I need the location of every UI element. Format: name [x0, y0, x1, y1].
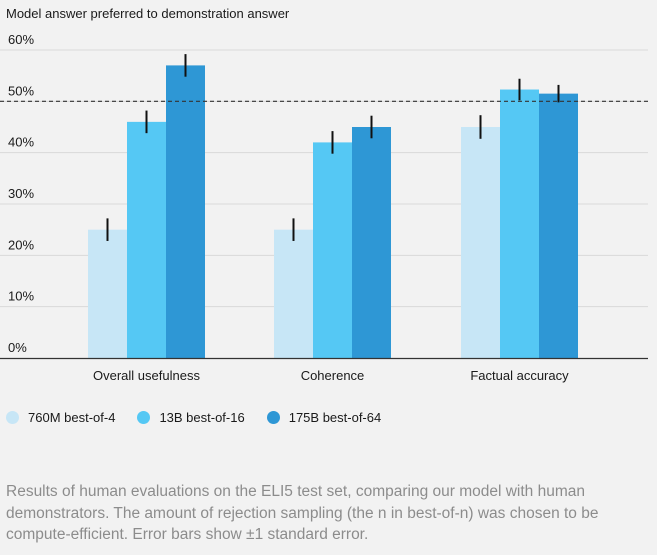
bar-chart-svg: Model answer preferred to demonstration … [0, 6, 648, 383]
y-tick-label: 50% [8, 83, 34, 98]
error-bars [106, 54, 560, 241]
bar [500, 89, 539, 358]
y-tick-label: 0% [8, 340, 27, 355]
legend-swatch-175b [266, 411, 280, 424]
legend-label-760m: 760M best-of-4 [28, 410, 116, 425]
bar [88, 229, 127, 358]
legend-item-13b: 13B best-of-16 [137, 410, 245, 425]
legend-item-760m: 760M best-of-4 [6, 410, 115, 425]
y-axis-title: Model answer preferred to demonstration … [6, 6, 290, 21]
y-tick-label: 20% [8, 237, 34, 252]
bar [352, 127, 391, 358]
bar [313, 142, 352, 358]
bar [461, 127, 500, 358]
bars [88, 65, 578, 359]
legend-label-13b: 13B best-of-16 [159, 410, 245, 425]
category-label: Coherence [301, 368, 365, 383]
bar [274, 229, 313, 358]
bar [166, 65, 205, 359]
legend: 760M best-of-4 13B best-of-16 175B best-… [6, 410, 381, 425]
category-labels: Overall usefulness Coherence Factual accur… [93, 368, 569, 383]
bar [127, 121, 166, 358]
category-label: Overall usefulness [93, 368, 200, 383]
category-label: Factual accuracy [470, 368, 569, 383]
bar [539, 93, 578, 358]
figure-caption: Results of human evaluations on the ELI5… [6, 483, 599, 543]
y-tick-labels: 0% 10% 20% 30% 40% 50% 60% [8, 32, 34, 355]
chart: Model answer preferred to demonstration … [0, 6, 648, 383]
legend-swatch-760m [6, 411, 19, 424]
legend-label-175b: 175B best-of-64 [288, 410, 382, 425]
legend-item-175b: 175B best-of-64 [266, 410, 382, 425]
y-tick-label: 10% [8, 289, 34, 304]
y-tick-label: 30% [8, 186, 34, 201]
y-tick-label: 60% [8, 32, 34, 47]
y-tick-label: 40% [8, 135, 34, 150]
legend-swatch-13b [137, 411, 151, 424]
